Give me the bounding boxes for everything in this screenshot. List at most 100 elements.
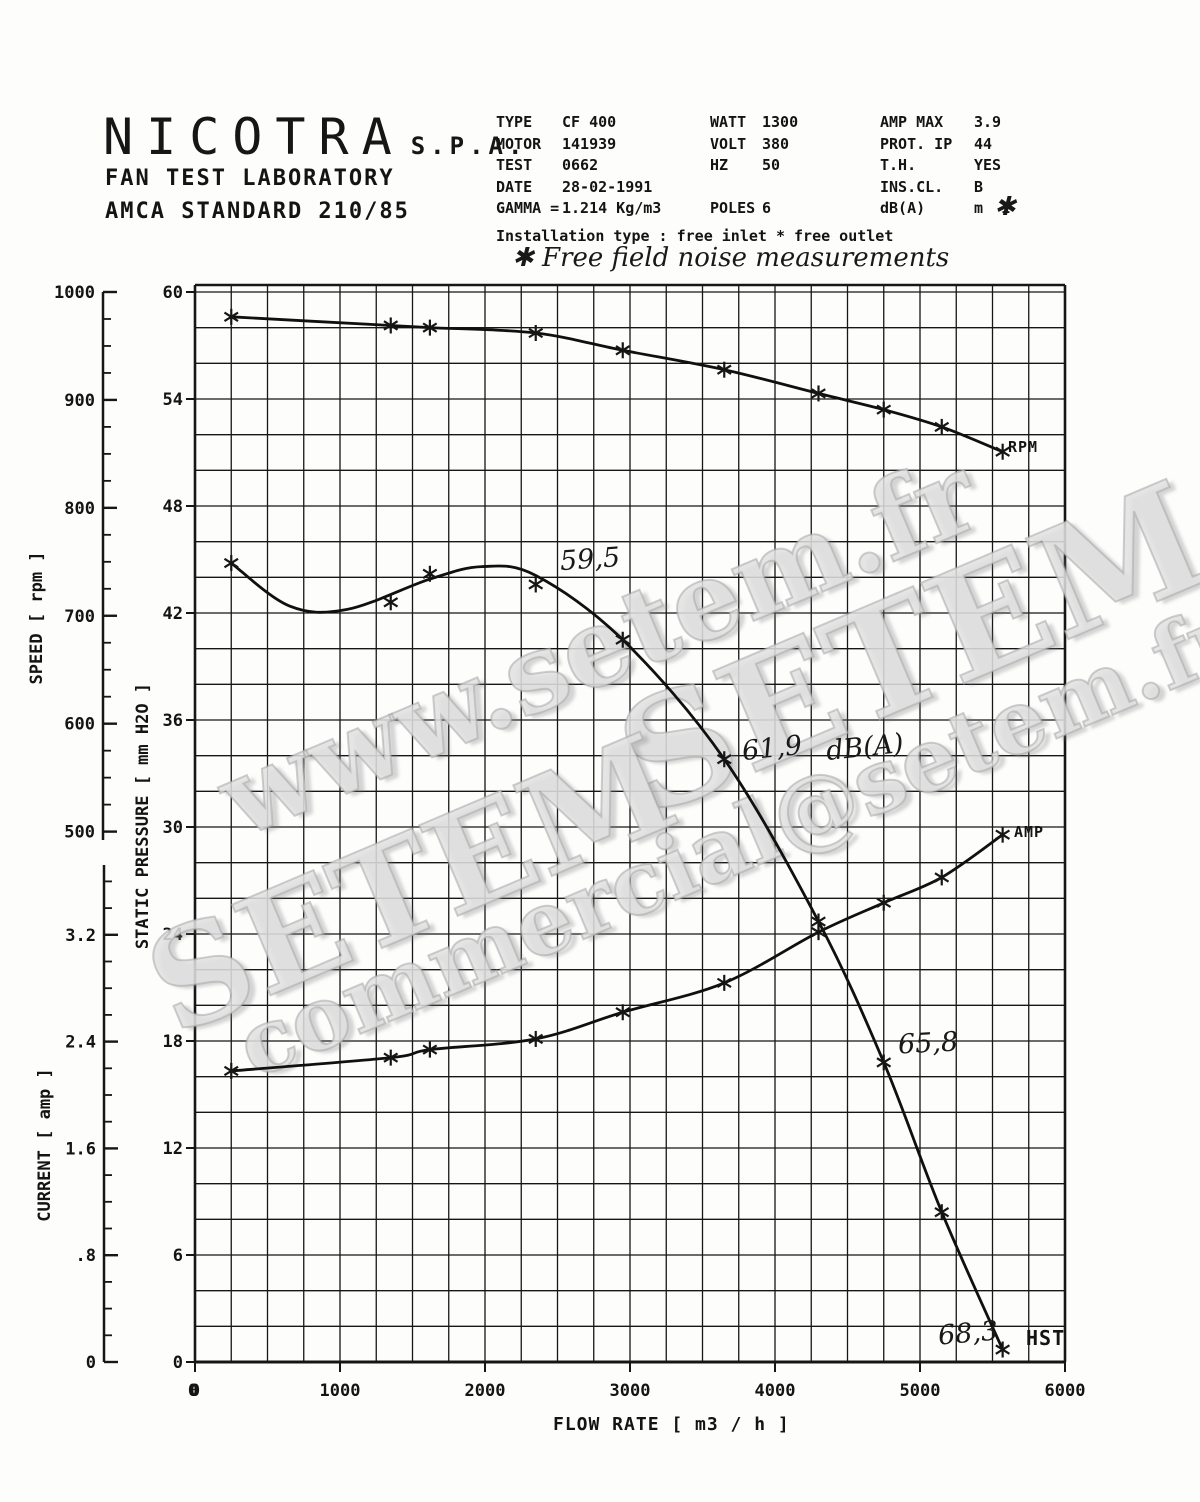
field-label: GAMMA = <box>496 199 560 217</box>
pressure-tick-label: 36 <box>163 711 183 731</box>
speed-tick-label: 900 <box>64 391 95 411</box>
pressure-axis-title: STATIC PRESSURE [ mm H2O ] <box>133 683 153 949</box>
annotation-619: 61,9 <box>740 729 804 768</box>
pressure-tick-label: 18 <box>163 1032 183 1052</box>
pressure-tick-label: 60 <box>163 283 183 303</box>
data-point-rpm <box>528 325 544 342</box>
annotation-: ✱ <box>994 192 1016 222</box>
field-label: DATE <box>496 177 533 196</box>
field-value: 44 <box>974 134 993 153</box>
annotation-amp: AMP <box>1014 823 1045 841</box>
field-label: TEST <box>496 156 533 174</box>
test-info-row: AMP MAX 3.9 <box>880 112 1010 134</box>
brand: NICOTRA S.P.A. <box>103 108 527 166</box>
data-point-current <box>422 1041 438 1058</box>
data-point-rpm <box>811 385 826 402</box>
data-point-rpm <box>223 308 239 325</box>
data-point-current <box>716 974 732 991</box>
field-value: 141939 <box>562 134 617 153</box>
field-value: 0662 <box>562 156 599 174</box>
field-label: INS.CL. <box>880 177 944 196</box>
field-label <box>710 177 762 199</box>
test-info-row: DATE 28-02-1991 <box>496 177 661 199</box>
test-info-row: INS.CL. B <box>880 177 1010 199</box>
pressure-tick-label: 30 <box>163 818 183 838</box>
data-point-rpm <box>422 319 438 336</box>
current-tick-label: 3.2 <box>65 926 96 946</box>
data-point-static_pressure <box>422 565 438 582</box>
data-point-static_pressure <box>716 751 732 768</box>
data-point-static_pressure <box>383 594 399 611</box>
field-label: WATT <box>710 113 747 131</box>
x-axis-title: FLOW RATE [ m3 / h ] <box>553 1414 790 1435</box>
x-tick-label: 3000 <box>610 1381 651 1401</box>
data-point-static_pressure <box>811 913 826 930</box>
field-value: m 1 <box>974 199 1011 217</box>
test-info-col-2: WATT 1300 VOLT 380 HZ 50 POLES 6 <box>710 112 798 220</box>
data-point-current <box>876 894 892 911</box>
x-tick-label: 4000 <box>755 1381 796 1401</box>
standard-title: AMCA STANDARD 210/85 <box>105 199 410 224</box>
speed-tick-label: 1000 <box>54 283 95 303</box>
pressure-tick-label: 12 <box>163 1139 183 1159</box>
x-tick-label: 5000 <box>900 1381 941 1401</box>
x-tick-label: 0 <box>190 1381 200 1401</box>
field-value: 1.214 Kg/m3 <box>562 199 662 217</box>
field-value: 3.9 <box>974 113 1002 131</box>
data-point-rpm <box>383 317 399 334</box>
test-info-row: GAMMA = 1.214 Kg/m3 <box>496 198 661 220</box>
speed-tick-label: 800 <box>64 499 95 519</box>
speed-tick-label: 600 <box>64 715 95 735</box>
pressure-tick-label: 54 <box>163 390 183 410</box>
test-info-row: HZ 50 <box>710 155 798 177</box>
speed-tick-label: 500 <box>64 823 95 843</box>
annotation-595: 59,5 <box>558 541 622 578</box>
data-point-rpm <box>615 342 631 359</box>
test-info-col-1: TYPE CF 400 MOTOR 141939 TEST 0662 DATE 28-02-1… <box>496 112 661 220</box>
data-point-rpm <box>876 401 892 418</box>
field-label: POLES <box>710 199 756 217</box>
x-tick-label: 1000 <box>320 1381 361 1401</box>
data-point-current <box>223 1062 239 1079</box>
field-label: VOLT <box>710 134 747 153</box>
pressure-tick-label: 42 <box>163 604 183 624</box>
field-value: 380 <box>762 134 790 153</box>
speed-axis-title: SPEED [ rpm ] <box>27 551 47 684</box>
test-info-row <box>710 177 798 199</box>
data-point-current <box>383 1049 399 1066</box>
current-axis-title: CURRENT [ amp ] <box>35 1068 55 1222</box>
data-point-static_pressure <box>223 555 239 572</box>
data-point-current <box>995 826 1011 843</box>
test-info-row: TEST 0662 <box>496 155 661 177</box>
field-label: MOTOR <box>496 134 542 153</box>
company-suffix: S.P.A. <box>410 132 528 160</box>
field-label: HZ <box>710 156 729 174</box>
company-name: NICOTRA <box>103 108 405 166</box>
installation-type: Installation type : free inlet * free ou… <box>496 227 894 245</box>
pressure-tick-label: 6 <box>173 1246 183 1266</box>
current-tick-label: .8 <box>76 1246 96 1266</box>
watermark-text: SETEM <box>594 447 1200 851</box>
pressure-tick-label: 24 <box>163 925 183 945</box>
current-tick-label: 1.6 <box>65 1139 96 1159</box>
field-label: PROT. IP <box>880 134 953 153</box>
data-point-rpm <box>716 361 732 378</box>
test-info-row: POLES 6 <box>710 198 798 220</box>
current-tick-label: 0 <box>86 1353 96 1373</box>
data-point-static_pressure <box>615 631 631 648</box>
annotation-658: 65,8 <box>897 1026 959 1061</box>
test-info-row: dB(A) m 1 <box>880 198 1010 220</box>
watermark-text: SETEM <box>124 702 697 1067</box>
data-point-current <box>811 924 826 941</box>
test-info-row: MOTOR 141939 <box>496 134 661 156</box>
test-info-row: T.H. YES <box>880 155 1010 177</box>
data-point-current <box>528 1030 544 1047</box>
lab-title: FAN TEST LABORATORY <box>105 166 395 191</box>
pressure-tick-label: 0 <box>173 1353 183 1373</box>
field-label: dB(A) <box>880 199 926 217</box>
